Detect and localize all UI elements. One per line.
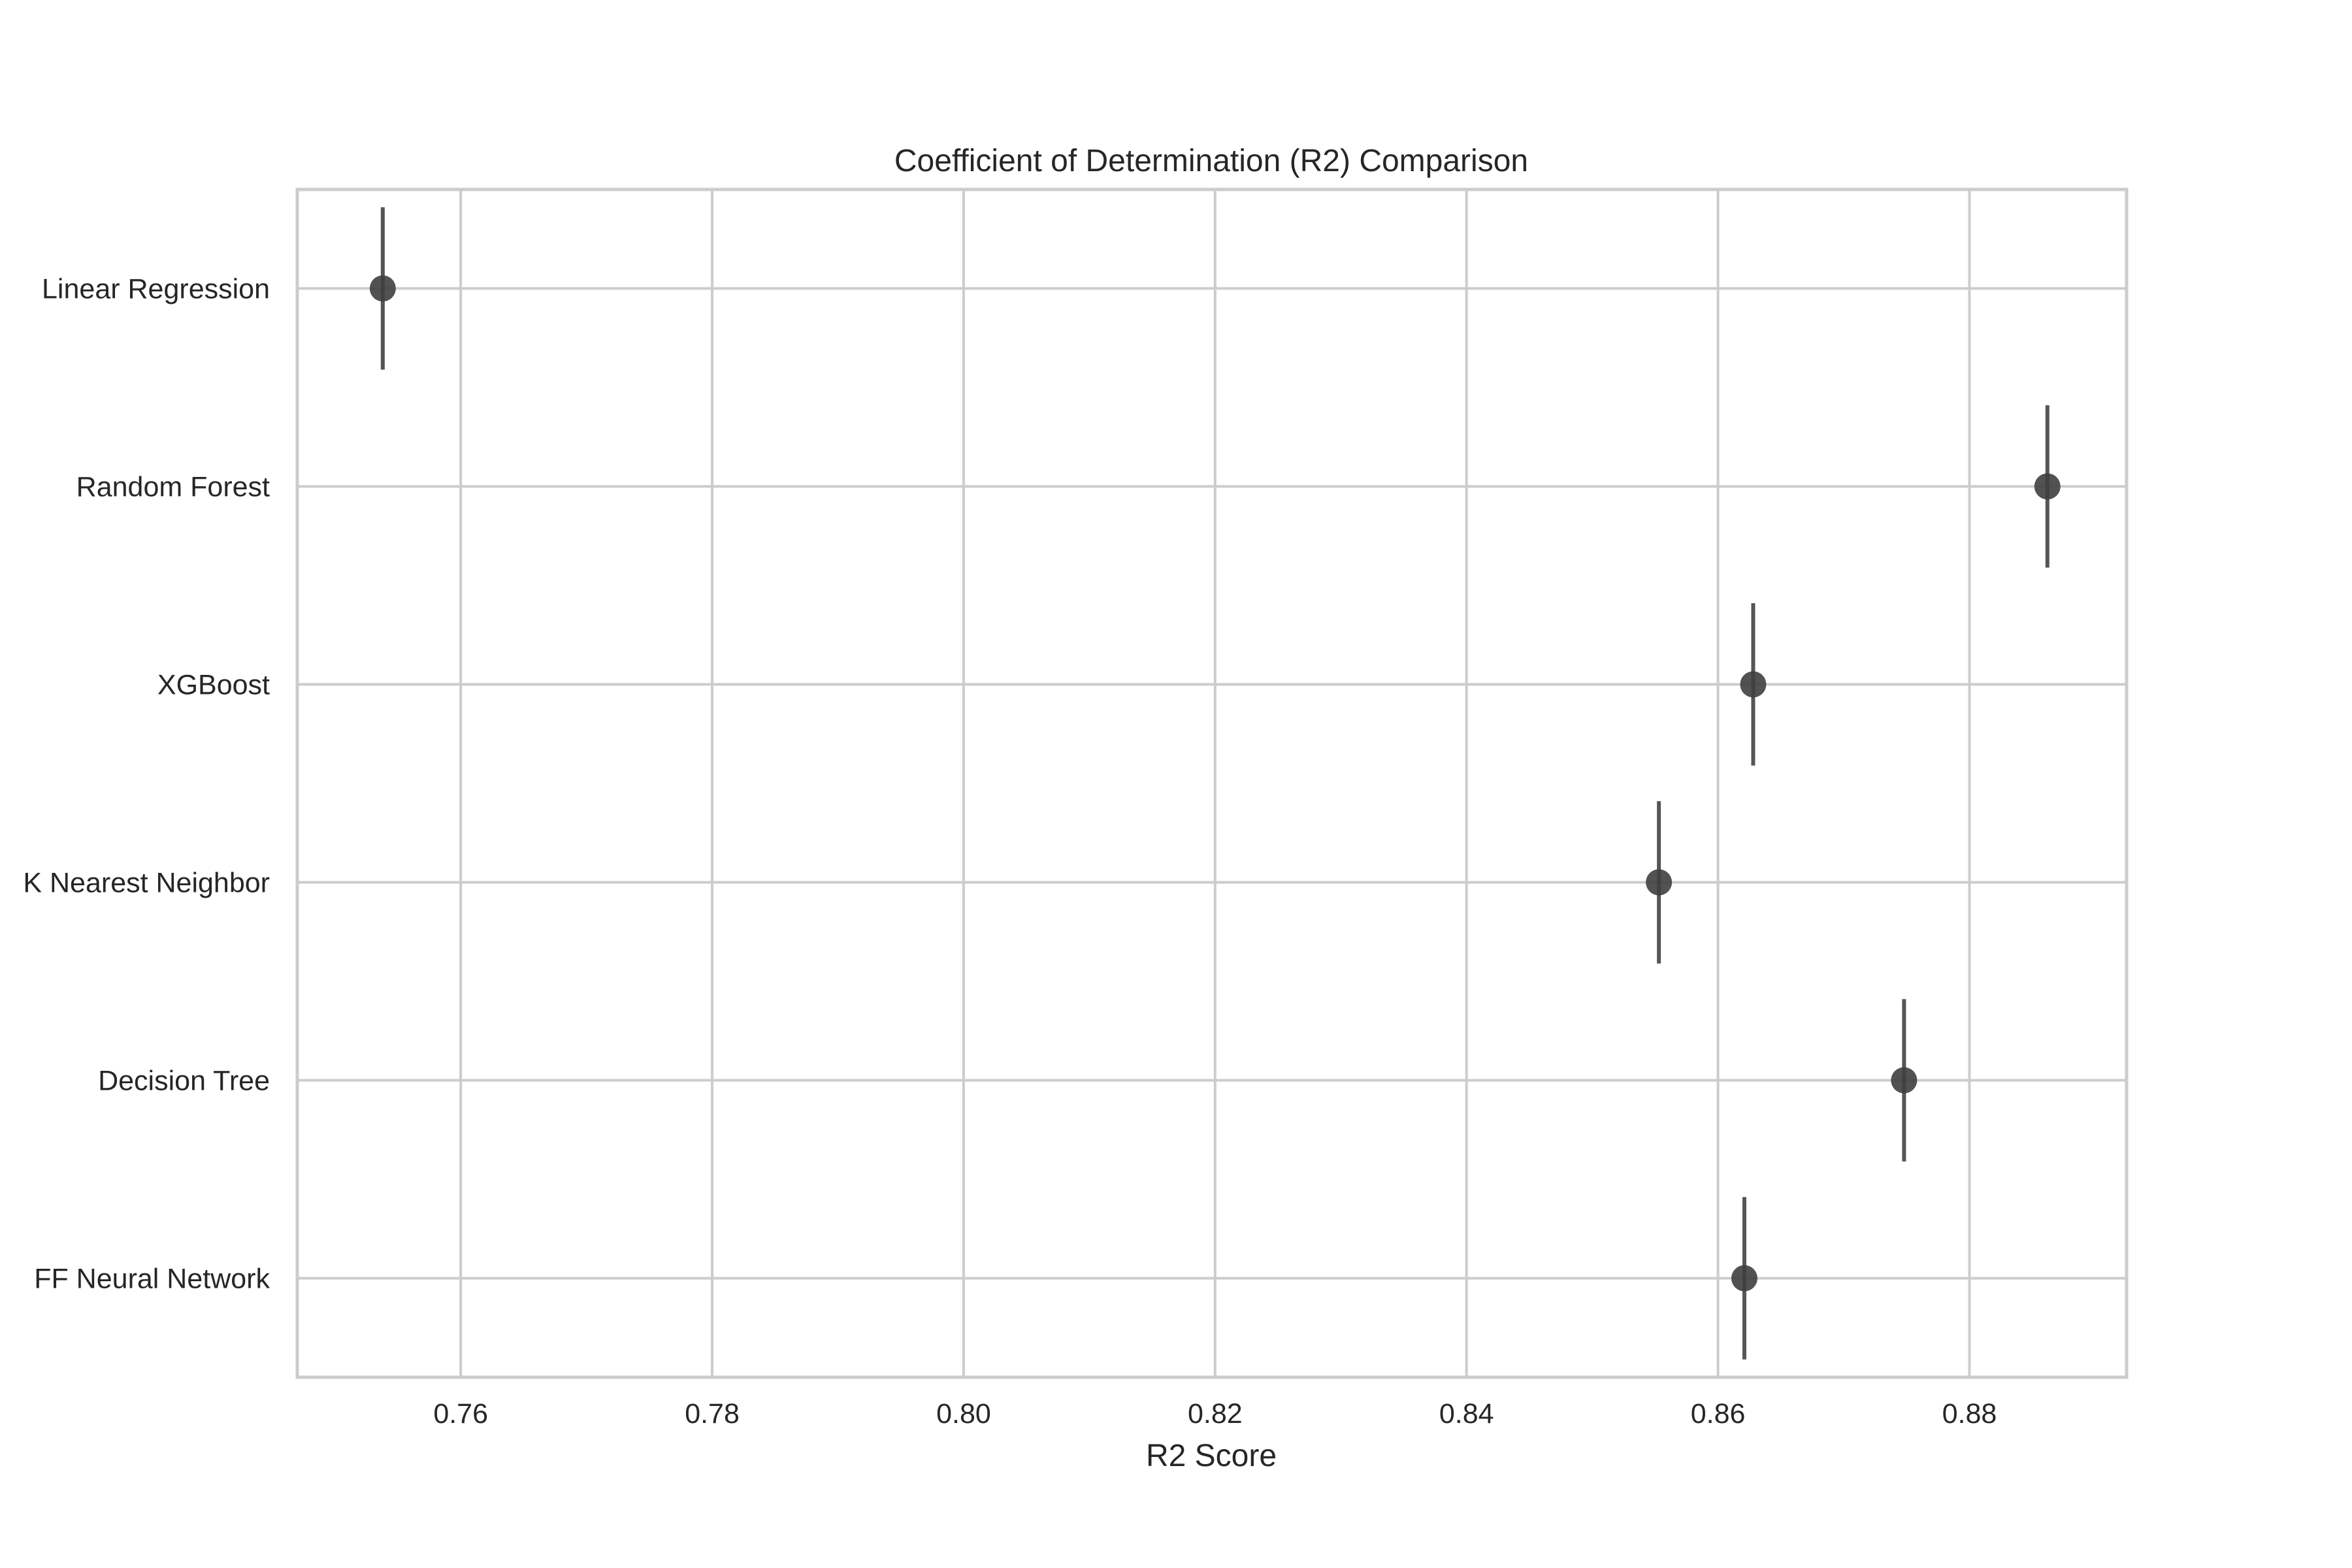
x-tick-label: 0.78: [685, 1398, 740, 1429]
y-tick-label: K Nearest Neighbor: [23, 868, 270, 899]
x-tick-label: 0.84: [1439, 1398, 1494, 1429]
y-tick-label: Decision Tree: [98, 1066, 270, 1097]
x-axis-label: R2 Score: [1146, 1439, 1277, 1473]
chart-title: Coefficient of Determination (R2) Compar…: [894, 144, 1528, 178]
data-point: [1646, 869, 1673, 896]
y-tick-label: FF Neural Network: [34, 1264, 270, 1295]
y-tick-label: XGBoost: [157, 670, 270, 701]
y-tick-labels: Linear Regression Random Forest XGBoost K N…: [23, 274, 270, 1295]
x-tick-label: 0.80: [936, 1398, 991, 1429]
x-tick-label: 0.76: [433, 1398, 488, 1429]
x-tick-labels: 0.76 0.78 0.80 0.82 0.84 0.86 0.88: [433, 1398, 1997, 1429]
data-point: [1731, 1265, 1757, 1292]
data-point: [1740, 671, 1767, 698]
x-tick-label: 0.86: [1691, 1398, 1746, 1429]
y-tick-label: Random Forest: [76, 472, 270, 503]
grid: [297, 189, 2127, 1377]
data-point: [2034, 473, 2061, 500]
x-tick-label: 0.82: [1188, 1398, 1243, 1429]
y-tick-label: Linear Regression: [42, 274, 270, 305]
plot-frame: [295, 188, 2129, 1379]
data-point: [369, 275, 396, 302]
data-point: [1891, 1067, 1918, 1094]
x-tick-label: 0.88: [1942, 1398, 1997, 1429]
data-marks: [369, 207, 2061, 1360]
